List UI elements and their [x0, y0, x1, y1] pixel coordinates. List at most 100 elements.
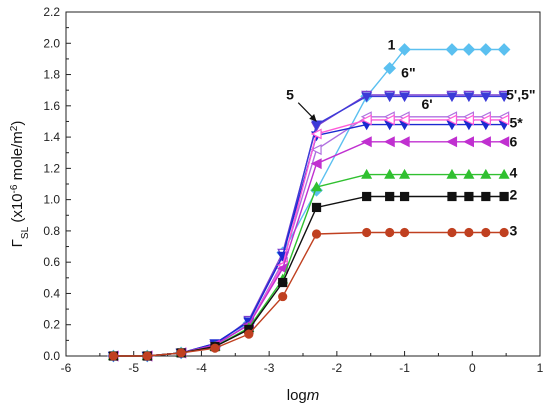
- annotation-arrow-head: [309, 113, 317, 122]
- x-tick-label: -2: [332, 361, 343, 375]
- y-tick-label: 0.6: [43, 255, 60, 269]
- data-point: [463, 92, 475, 103]
- data-point: [311, 181, 323, 192]
- data-point: [399, 227, 410, 238]
- data-point: [385, 191, 395, 202]
- data-point: [361, 92, 373, 103]
- data-point: [497, 43, 511, 56]
- data-point: [398, 136, 410, 148]
- data-point: [498, 92, 510, 103]
- series-line: [113, 123, 505, 357]
- x-tick-label: -5: [128, 361, 139, 375]
- y-axis-label-part: ): [9, 121, 26, 126]
- data-point: [361, 168, 373, 179]
- series-annotations: 1 6" 5',5" 6' 5 5* 6 4 2 3: [286, 37, 536, 239]
- series-2: [107, 92, 510, 362]
- y-axis-label: ΓSL (x10-6 mole/m2): [9, 121, 31, 248]
- data-point: [398, 43, 411, 56]
- data-point: [176, 348, 186, 358]
- x-tick-label: -6: [61, 361, 72, 375]
- series-line: [113, 173, 505, 357]
- x-axis-label-text: log: [287, 387, 307, 404]
- data-point: [464, 227, 474, 238]
- series-annotation: 3: [510, 223, 518, 239]
- series-line: [113, 195, 505, 357]
- data-point: [310, 128, 322, 140]
- data-point: [464, 191, 474, 202]
- data-point: [463, 136, 474, 148]
- data-point: [310, 144, 322, 156]
- data-point: [311, 202, 322, 213]
- data-point: [383, 136, 395, 148]
- data-point: [498, 168, 510, 179]
- data-point: [310, 158, 322, 170]
- y-axis-label-part: Γ: [9, 239, 26, 247]
- data-point: [499, 191, 509, 202]
- data-point: [362, 191, 372, 202]
- data-point: [384, 92, 396, 103]
- data-point: [244, 329, 254, 339]
- data-point: [278, 277, 288, 288]
- data-point: [360, 114, 372, 126]
- axes: -6 -5 -4 -3 -2 -1 0 1 0.0 0.2 0.4 0.6 0.8 1.0 1.2 1.4 1.…: [9, 5, 544, 404]
- data-point: [446, 136, 458, 148]
- data-point: [498, 114, 510, 126]
- series-annotation: 2: [510, 187, 518, 203]
- data-point: [383, 61, 397, 75]
- data-point: [463, 114, 474, 126]
- data-point: [446, 114, 458, 126]
- y-axis-label-part: 2: [9, 125, 20, 131]
- data-point: [479, 136, 491, 148]
- series-annotation: 4: [510, 165, 518, 181]
- x-tick-label: -4: [196, 361, 207, 375]
- y-tick-label: 0.8: [43, 224, 60, 238]
- data-point: [399, 92, 411, 103]
- data-point: [479, 43, 493, 56]
- data-point: [447, 191, 457, 202]
- series-annotation: 1: [388, 37, 396, 53]
- data-point: [399, 168, 411, 179]
- series-group: [107, 43, 511, 363]
- series-8: [108, 191, 509, 361]
- data-point: [142, 351, 152, 361]
- x-tick-label: 0: [469, 361, 476, 375]
- y-axis-label-part: SL: [20, 226, 31, 239]
- data-point: [480, 168, 492, 179]
- series-annotation: 6': [422, 96, 433, 112]
- data-point: [445, 43, 459, 56]
- data-point: [498, 136, 510, 148]
- data-point: [480, 92, 492, 103]
- y-tick-label: 0.4: [43, 286, 60, 300]
- series-9: [108, 227, 509, 361]
- y-tick-label: 1.0: [43, 193, 60, 207]
- y-tick-label: 2.0: [43, 36, 60, 50]
- data-point: [360, 136, 372, 148]
- y-tick-label: 1.2: [43, 161, 60, 175]
- data-point: [479, 114, 491, 126]
- y-axis-label-part: mole/m: [9, 131, 26, 184]
- data-point: [210, 343, 220, 353]
- series-annotation: 5',5": [506, 87, 535, 103]
- data-point: [362, 227, 372, 238]
- series-annotation: 6": [401, 65, 415, 81]
- data-point: [385, 227, 395, 238]
- x-tick-label: -3: [264, 361, 275, 375]
- series-annotation: 5*: [510, 115, 524, 131]
- data-point: [278, 291, 288, 302]
- x-tick-label: 1: [537, 361, 544, 375]
- data-point: [383, 114, 395, 126]
- data-point: [481, 191, 491, 202]
- data-point: [463, 168, 475, 179]
- data-point: [108, 351, 119, 361]
- data-point: [384, 168, 396, 179]
- data-point: [462, 43, 476, 56]
- x-axis-label-variable: m: [307, 387, 320, 404]
- x-tick-label: -1: [399, 361, 410, 375]
- data-point: [499, 227, 509, 238]
- x-axis-label: logm: [287, 387, 320, 404]
- y-axis-label-part: (x10: [9, 193, 26, 226]
- y-tick-label: 1.4: [43, 130, 60, 144]
- data-point: [481, 227, 491, 238]
